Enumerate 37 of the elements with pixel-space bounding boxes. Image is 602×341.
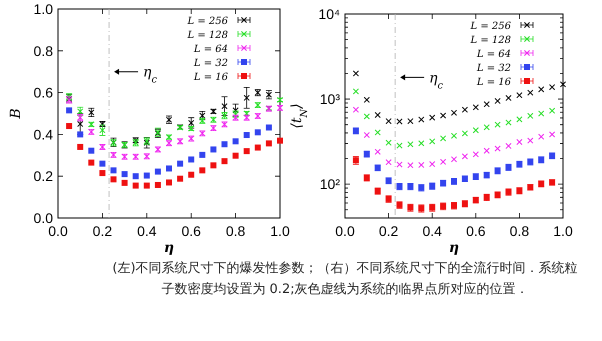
x-tick-label: 0.6 [466, 223, 486, 239]
y-tick-label: 0.8 [34, 42, 54, 59]
x-tick-label: 0.0 [335, 223, 355, 239]
y-tick-label: 10³ [320, 91, 340, 108]
annotation: η$_{c}$ [143, 64, 158, 86]
y-axis-title: B [8, 108, 24, 120]
annotation: η$_{c}$ [429, 70, 444, 91]
y-tick-label: 0.4 [34, 126, 54, 142]
legend-label: L = 64 [192, 44, 228, 55]
y-tick-label: 1.0 [34, 1, 54, 17]
x-tick-label: 0.8 [510, 223, 530, 239]
y-tick-label: 0.0 [34, 210, 54, 226]
legend-label: L = 16 [476, 77, 512, 88]
y-tick-label: 10² [320, 176, 340, 192]
x-tick-label: 0.4 [422, 223, 442, 239]
text: (左)不同系统尺寸下的爆发性参数；（右）不同系统尺寸下的全流行时间．系统粒子数密度均设置为 0.2;灰色虚线为系统的临界点所对应的位置． [111, 260, 579, 299]
x-tick-label: 0.8 [226, 223, 246, 239]
x-tick-label: 1.0 [553, 223, 573, 239]
x-tick-label: 0.4 [137, 223, 157, 239]
x-tick-label: 0.2 [92, 223, 112, 239]
x-tick-label: 0.6 [181, 223, 202, 239]
legend-label: L = 128 [470, 35, 511, 46]
y-tick-label: 0.6 [34, 84, 54, 101]
x-axis-title: η [164, 240, 174, 256]
x-tick-label: 0.2 [378, 223, 399, 239]
x-tick-label: 1.0 [270, 223, 290, 239]
legend-label: L = 256 [186, 16, 229, 27]
legend-label: L = 64 [476, 49, 511, 60]
legend-label: L = 16 [192, 72, 229, 83]
legend-label: L = 32 [192, 58, 228, 69]
legend-label: L = 256 [470, 21, 512, 32]
x-axis-title: η [448, 240, 460, 256]
x-tick-label: 0.0 [48, 223, 68, 239]
legend-label: L = 32 [476, 63, 511, 74]
y-tick-label: 10⁴ [318, 6, 340, 22]
y-tick-label: 0.2 [34, 168, 54, 184]
legend-label: L = 128 [186, 30, 228, 41]
